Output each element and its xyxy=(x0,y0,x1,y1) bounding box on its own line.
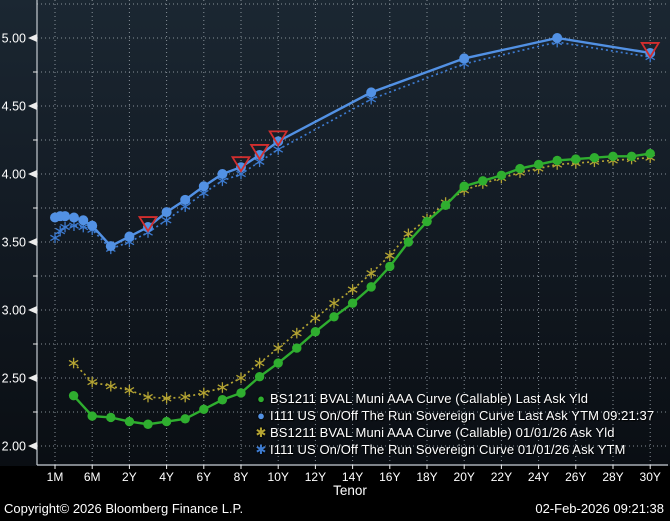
x-axis-title: Tenor xyxy=(333,483,367,498)
svg-text:3.50: 3.50 xyxy=(2,236,26,250)
red-triangle-marker xyxy=(640,42,661,59)
svg-text:4.50: 4.50 xyxy=(2,100,26,114)
x-axis-ticks: 1M 6M 2Y 4Y 6Y 8Y 10Y 12Y 14Y 16Y 18Y 20Y 22Y 24Y 26Y 2… xyxy=(47,465,661,484)
svg-text:28Y: 28Y xyxy=(602,470,623,484)
svg-text:6M: 6M xyxy=(84,470,101,484)
legend-item-label: BS1211 BVAL Muni AAA Curve (Callable) La… xyxy=(270,391,589,406)
svg-text:8Y: 8Y xyxy=(234,470,249,484)
svg-text:24Y: 24Y xyxy=(528,470,549,484)
blue-circle-marker-icon: ● xyxy=(257,408,265,423)
svg-text:4Y: 4Y xyxy=(159,470,174,484)
legend-item-muni-prior[interactable]: ✱ BS1211 BVAL Muni AAA Curve (Callable) … xyxy=(252,424,654,441)
series-sovereign-last xyxy=(50,33,656,252)
svg-text:10Y: 10Y xyxy=(268,470,289,484)
series-muni-prior xyxy=(68,152,656,404)
yellow-asterisk-marker-icon: ✱ xyxy=(255,425,267,440)
copyright-text: Copyright© 2026 Bloomberg Finance L.P. xyxy=(4,501,244,516)
svg-text:26Y: 26Y xyxy=(565,470,586,484)
svg-text:12Y: 12Y xyxy=(305,470,326,484)
red-triangle-marker xyxy=(137,216,159,233)
svg-text:22Y: 22Y xyxy=(491,470,512,484)
legend-item-sovereign-last[interactable]: ● I111 US On/Off The Run Sovereign Curve… xyxy=(252,407,654,424)
svg-text:14Y: 14Y xyxy=(342,470,363,484)
svg-text:4.00: 4.00 xyxy=(2,168,26,182)
svg-text:2.00: 2.00 xyxy=(2,440,26,454)
svg-text:30Y: 30Y xyxy=(640,470,661,484)
green-circle-marker-icon: ● xyxy=(257,391,265,406)
series-sovereign-prior xyxy=(50,36,656,255)
blue-asterisk-marker-icon: ✱ xyxy=(255,442,267,457)
svg-text:18Y: 18Y xyxy=(416,470,437,484)
legend-item-label: I111 US On/Off The Run Sovereign Curve 0… xyxy=(270,442,626,457)
red-triangle-marker xyxy=(268,130,289,148)
chart-footer: Copyright© 2026 Bloomberg Finance L.P. 0… xyxy=(4,501,664,516)
y-axis-ticks: 2.00 2.50 3.00 3.50 4.00 4.50 5.00 xyxy=(2,32,37,454)
red-triangle-marker xyxy=(230,156,252,173)
svg-text:2Y: 2Y xyxy=(122,470,137,484)
svg-text:16Y: 16Y xyxy=(379,470,400,484)
svg-text:6Y: 6Y xyxy=(196,470,211,484)
chart-plot-background xyxy=(0,0,670,466)
datetime-text: 02-Feb-2026 09:21:38 xyxy=(535,501,664,516)
svg-text:2.50: 2.50 xyxy=(2,372,26,386)
series-muni-last xyxy=(68,148,655,429)
svg-text:5.00: 5.00 xyxy=(2,32,26,46)
legend-item-label: I111 US On/Off The Run Sovereign Curve L… xyxy=(270,408,655,423)
legend-item-muni-last[interactable]: ● BS1211 BVAL Muni AAA Curve (Callable) … xyxy=(252,390,654,407)
svg-text:1M: 1M xyxy=(47,470,64,484)
legend-item-label: BS1211 BVAL Muni AAA Curve (Callable) 01… xyxy=(270,425,615,440)
red-triangle-marker xyxy=(249,144,270,161)
legend-item-sovereign-prior[interactable]: ✱ I111 US On/Off The Run Sovereign Curve… xyxy=(252,441,654,458)
chart-legend: ● BS1211 BVAL Muni AAA Curve (Callable) … xyxy=(252,390,655,458)
svg-text:3.00: 3.00 xyxy=(2,304,26,318)
svg-text:20Y: 20Y xyxy=(454,470,475,484)
